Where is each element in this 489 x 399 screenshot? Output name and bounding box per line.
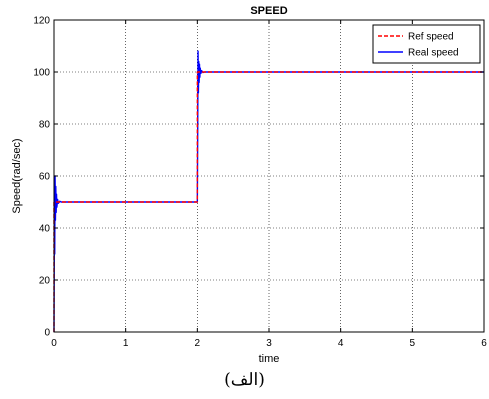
x-tick-label: 1	[123, 338, 129, 349]
y-tick-label: 0	[44, 328, 50, 339]
x-tick-label: 6	[481, 338, 487, 349]
legend-label: Real speed	[408, 48, 459, 59]
legend-label: Ref speed	[408, 32, 454, 43]
y-tick-label: 120	[33, 16, 50, 27]
y-tick-label: 60	[39, 172, 51, 183]
x-tick-label: 3	[266, 338, 272, 349]
x-tick-label: 4	[338, 338, 344, 349]
x-axis-label: time	[259, 353, 280, 365]
y-axis-label: Speed(rad/sec)	[11, 138, 23, 213]
y-tick-label: 80	[39, 120, 51, 131]
x-tick-label: 5	[410, 338, 416, 349]
y-tick-label: 100	[33, 68, 50, 79]
legend-box	[372, 24, 481, 64]
chart-title: SPEED	[250, 5, 287, 17]
x-tick-label: 2	[195, 338, 201, 349]
figure-caption: (الف)	[224, 370, 265, 390]
legend: Ref speed Real speed	[372, 24, 481, 64]
y-tick-label: 40	[39, 224, 51, 235]
x-tick-label: 0	[51, 338, 57, 349]
y-tick-label: 20	[39, 276, 51, 287]
